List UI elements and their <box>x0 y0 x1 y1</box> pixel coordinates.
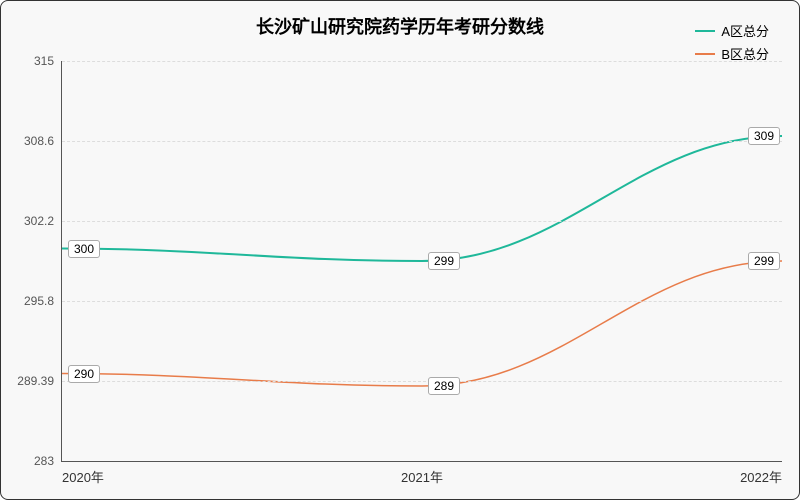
legend-swatch-b <box>695 53 715 55</box>
chart-lines <box>62 61 782 461</box>
chart-container: 长沙矿山研究院药学历年考研分数线 A区总分 B区总分 283289.39295.… <box>0 0 800 500</box>
x-axis-label: 2022年 <box>740 461 782 486</box>
data-point-label: 309 <box>748 127 780 145</box>
data-point-label: 300 <box>68 240 100 258</box>
series-line <box>62 261 782 386</box>
y-axis-label: 315 <box>34 54 62 68</box>
data-point-label: 299 <box>748 252 780 270</box>
legend-item-a: A区总分 <box>695 21 769 40</box>
y-axis-label: 308.6 <box>24 134 62 148</box>
y-axis-label: 283 <box>34 454 62 468</box>
gridline <box>62 221 782 222</box>
chart-title: 长沙矿山研究院药学历年考研分数线 <box>256 13 544 39</box>
gridline <box>62 61 782 62</box>
gridline <box>62 141 782 142</box>
data-point-label: 290 <box>68 365 100 383</box>
series-line <box>62 136 782 261</box>
gridline <box>62 381 782 382</box>
x-axis-label: 2020年 <box>62 461 104 486</box>
y-axis-label: 295.8 <box>24 294 62 308</box>
x-axis-label: 2021年 <box>401 461 443 486</box>
plot-area: 283289.39295.8302.2308.63152020年2021年202… <box>61 61 782 462</box>
legend-label-a: A区总分 <box>721 21 769 40</box>
data-point-label: 299 <box>428 252 460 270</box>
legend-swatch-a <box>695 30 715 32</box>
data-point-label: 289 <box>428 377 460 395</box>
y-axis-label: 289.39 <box>17 374 62 388</box>
y-axis-label: 302.2 <box>24 214 62 228</box>
gridline <box>62 301 782 302</box>
